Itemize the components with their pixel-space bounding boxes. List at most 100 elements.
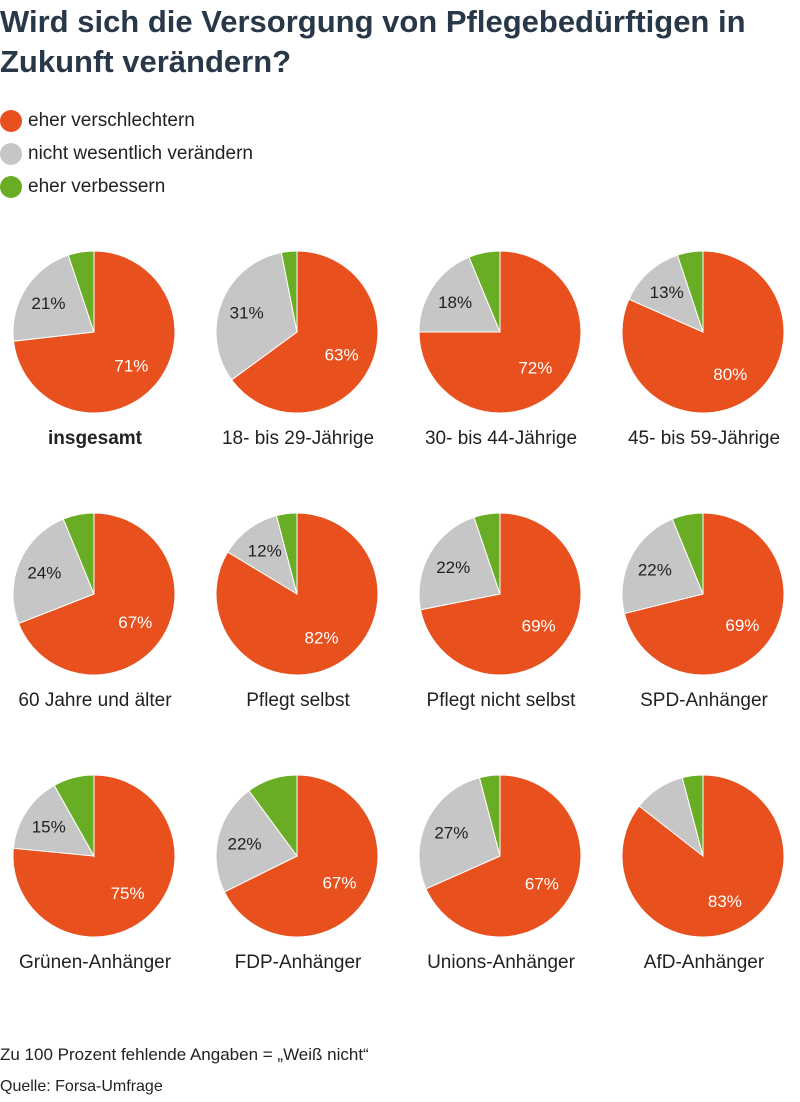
- chart-title: Wird sich die Versorgung von Pflegebedür…: [0, 4, 746, 79]
- pie-cell: 75% 15% Grünen-Anhänger: [0, 772, 203, 1034]
- pie-chart: 69% 22%: [621, 512, 785, 676]
- pie-category-label: FDP-Anhänger: [234, 952, 362, 973]
- pie-chart: 75% 15%: [12, 774, 176, 938]
- pie-chart: 80% 13%: [621, 250, 785, 414]
- pie-slice-eher-verbessern: [681, 774, 704, 857]
- pie-chart: 82% 12%: [215, 512, 379, 676]
- pie-slice-eher-verschlechtern: [230, 250, 379, 414]
- pie-slice-eher-verschlechtern: [17, 512, 176, 676]
- pie-slice-eher-verbessern: [468, 250, 501, 333]
- pie-cell: 80% 13% 45- bis 59-Jährige: [609, 248, 800, 510]
- pie-slice-eher-verbessern: [53, 774, 95, 858]
- pie-category-label: insgesamt: [48, 428, 142, 449]
- pie-grid: 71% 21% insgesamt 63% 31% 18- bis 29-Jährige 7…: [0, 248, 800, 1034]
- pie-chart: 67% 22%: [215, 774, 379, 938]
- pie-slice-eher-verbessern: [473, 512, 501, 595]
- pie-data-label: 80%: [713, 365, 747, 384]
- pie-data-label: 67%: [118, 613, 152, 632]
- pie-slice-eher-verschlechtern: [419, 512, 582, 676]
- footnote: Zu 100 Prozent fehlende Angaben = „Weiß …: [0, 1045, 369, 1064]
- pie-data-label: 75%: [111, 884, 145, 903]
- pie-data-label: 21%: [31, 294, 65, 313]
- pie-slice-eher-verbessern: [676, 250, 704, 333]
- pie-cell: 82% 12% Pflegt selbst: [203, 510, 406, 772]
- legend-item: nicht wesentlich verändern: [0, 137, 253, 170]
- pie-category-label: 60 Jahre und älter: [18, 690, 172, 711]
- pie-chart: 83%: [621, 774, 785, 938]
- pie-category-label: Pflegt nicht selbst: [426, 690, 576, 711]
- pie-category-label: 30- bis 44-Jährige: [424, 428, 578, 449]
- pie-slice-eher-verschlechtern: [223, 774, 379, 938]
- pie-slice-eher-verbessern: [280, 250, 298, 333]
- pie-data-label: 82%: [305, 629, 339, 648]
- pie-data-label: 69%: [522, 617, 556, 636]
- pie-data-label: 22%: [436, 558, 470, 577]
- legend: eher verschlechtern nicht wesentlich verä…: [0, 104, 253, 203]
- pie-category-label: Grünen-Anhänger: [18, 952, 172, 973]
- pie-category-label: AfD-Anhänger: [643, 952, 765, 973]
- pie-data-label: 71%: [114, 356, 148, 375]
- legend-label: eher verschlechtern: [28, 109, 195, 131]
- pie-cell: 63% 31% 18- bis 29-Jährige: [203, 248, 406, 510]
- legend-swatch: [0, 175, 22, 198]
- pie-slice-nicht-wesentlich-verändern: [418, 256, 501, 333]
- pie-slice-eher-verbessern: [275, 512, 298, 595]
- legend-label: eher verbessern: [28, 175, 166, 197]
- pie-category-label: 18- bis 29-Jährige: [221, 428, 375, 449]
- pie-slice-nicht-wesentlich-verändern: [418, 516, 501, 611]
- pie-data-label: 72%: [518, 358, 552, 377]
- pie-cell: 67% 27% Unions-Anhänger: [406, 772, 609, 1034]
- legend-swatch: [0, 142, 22, 165]
- pie-data-label: 13%: [650, 283, 684, 302]
- pie-chart: 63% 31%: [215, 250, 379, 414]
- pie-cell: 72% 18% 30- bis 44-Jährige: [406, 248, 609, 510]
- legend-label: nicht wesentlich verändern: [28, 142, 253, 164]
- pie-slice-eher-verschlechtern: [425, 774, 582, 938]
- pie-slice-nicht-wesentlich-verändern: [227, 515, 298, 596]
- pie-category-label: SPD-Anhänger: [640, 690, 768, 711]
- pie-chart: 69% 22%: [418, 512, 582, 676]
- pie-slice-nicht-wesentlich-verändern: [215, 251, 298, 381]
- pie-slice-eher-verbessern: [248, 774, 298, 858]
- pie-category-label: 45- bis 59-Jährige: [627, 428, 781, 449]
- pie-slice-nicht-wesentlich-verändern: [628, 254, 704, 333]
- pie-slice-eher-verbessern: [67, 250, 95, 333]
- pie-chart: 71% 21%: [12, 250, 176, 414]
- pie-cell: 69% 22% Pflegt nicht selbst: [406, 510, 609, 772]
- pie-cell: 67% 24% 60 Jahre und älter: [0, 510, 203, 772]
- pie-data-label: 63%: [325, 346, 359, 365]
- pie-slice-nicht-wesentlich-verändern: [215, 790, 298, 893]
- pie-data-label: 67%: [525, 874, 559, 893]
- pie-slice-eher-verschlechtern: [623, 512, 785, 676]
- pie-data-label: 69%: [725, 616, 759, 635]
- pie-data-label: 67%: [322, 873, 356, 892]
- pie-chart: 67% 24%: [12, 512, 176, 676]
- pie-data-label: 22%: [638, 561, 672, 580]
- pie-cell: 69% 22% SPD-Anhänger: [609, 510, 800, 772]
- legend-item: eher verbessern: [0, 170, 253, 203]
- pie-slice-nicht-wesentlich-verändern: [12, 254, 95, 342]
- pie-category-label: Pflegt selbst: [246, 690, 350, 711]
- pie-slice-nicht-wesentlich-verändern: [12, 784, 95, 857]
- pie-data-label: 24%: [27, 564, 61, 583]
- legend-item: eher verschlechtern: [0, 104, 253, 137]
- pie-slice-eher-verbessern: [62, 512, 95, 595]
- pie-cell: 67% 22% FDP-Anhänger: [203, 772, 406, 1034]
- pie-data-label: 27%: [434, 824, 468, 843]
- pie-chart: 67% 27%: [418, 774, 582, 938]
- pie-data-label: 22%: [228, 834, 262, 853]
- pie-category-label: Unions-Anhänger: [427, 952, 575, 973]
- source-note: Quelle: Forsa-Umfrage: [0, 1078, 163, 1095]
- pie-slice-eher-verbessern: [671, 512, 704, 595]
- pie-data-label: 12%: [248, 542, 282, 561]
- pie-data-label: 15%: [32, 818, 66, 837]
- legend-swatch: [0, 109, 22, 132]
- pie-chart: 72% 18%: [418, 250, 582, 414]
- pie-slice-nicht-wesentlich-verändern: [621, 518, 704, 615]
- pie-cell: 83% AfD-Anhänger: [609, 772, 800, 1034]
- pie-slice-nicht-wesentlich-verändern: [418, 777, 501, 890]
- pie-data-label: 83%: [708, 892, 742, 911]
- pie-slice-eher-verbessern: [478, 774, 501, 857]
- pie-data-label: 18%: [438, 293, 472, 312]
- pie-cell: 71% 21% insgesamt: [0, 248, 203, 510]
